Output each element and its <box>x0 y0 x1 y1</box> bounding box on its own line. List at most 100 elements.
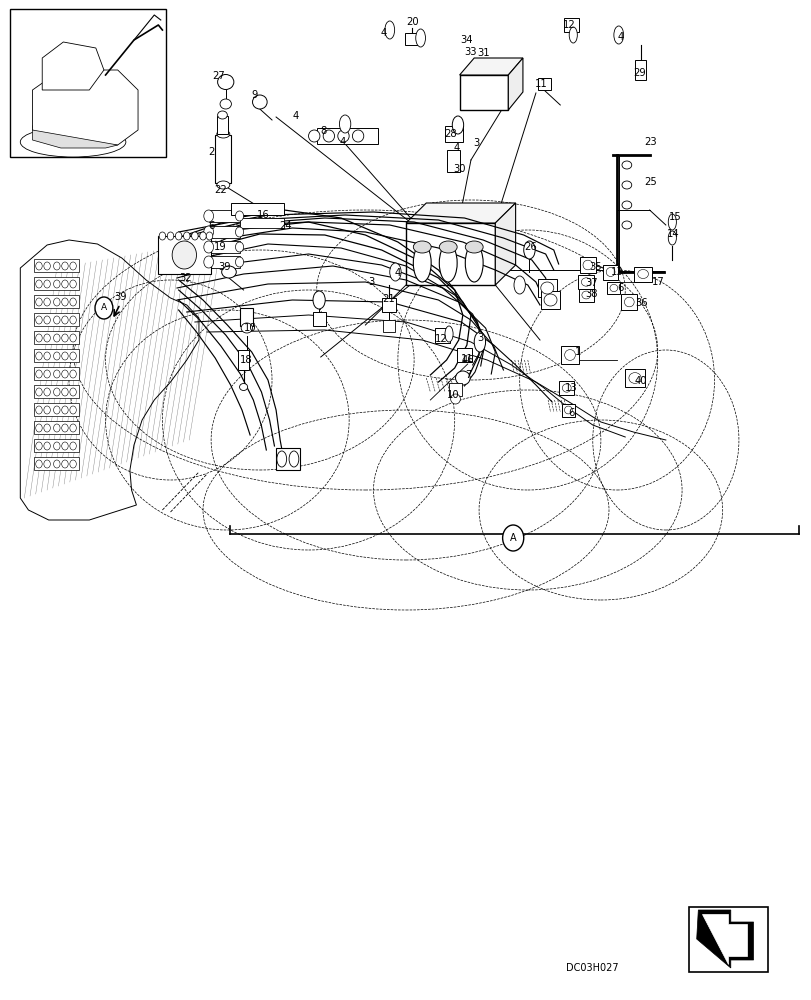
Text: 13: 13 <box>564 383 577 393</box>
Text: 34: 34 <box>459 35 472 45</box>
Ellipse shape <box>217 75 234 90</box>
Ellipse shape <box>450 394 460 404</box>
Ellipse shape <box>239 383 247 390</box>
Ellipse shape <box>439 241 457 253</box>
Ellipse shape <box>191 232 198 240</box>
Ellipse shape <box>44 298 50 306</box>
Ellipse shape <box>70 298 76 306</box>
Bar <box>34 367 79 380</box>
Bar <box>405 33 419 45</box>
Bar <box>231 203 284 215</box>
Text: 12: 12 <box>562 20 575 30</box>
Text: 12: 12 <box>435 334 448 344</box>
Ellipse shape <box>562 384 570 392</box>
Ellipse shape <box>235 242 243 252</box>
Ellipse shape <box>32 117 114 137</box>
Ellipse shape <box>62 370 68 378</box>
Ellipse shape <box>452 116 463 134</box>
Bar <box>34 295 79 308</box>
Ellipse shape <box>204 256 213 268</box>
Ellipse shape <box>308 130 320 142</box>
Bar <box>215 135 231 183</box>
Ellipse shape <box>606 267 614 276</box>
Ellipse shape <box>62 406 68 414</box>
Circle shape <box>95 297 113 319</box>
Ellipse shape <box>439 244 457 282</box>
Ellipse shape <box>621 221 631 229</box>
Bar <box>603 264 617 279</box>
Ellipse shape <box>667 231 676 245</box>
Ellipse shape <box>413 241 431 253</box>
Text: 30: 30 <box>453 164 466 174</box>
Ellipse shape <box>564 406 572 414</box>
Ellipse shape <box>569 27 577 43</box>
Ellipse shape <box>54 388 60 396</box>
Bar <box>537 279 556 297</box>
Ellipse shape <box>44 280 50 288</box>
Ellipse shape <box>221 266 236 278</box>
Ellipse shape <box>36 262 42 270</box>
Ellipse shape <box>62 280 68 288</box>
Ellipse shape <box>204 210 213 222</box>
Bar <box>10 9 166 157</box>
Text: 6: 6 <box>616 283 623 293</box>
Ellipse shape <box>543 294 556 306</box>
Ellipse shape <box>167 232 174 240</box>
Ellipse shape <box>415 29 425 47</box>
Ellipse shape <box>624 297 633 307</box>
Ellipse shape <box>36 316 42 324</box>
Text: 6: 6 <box>208 221 215 231</box>
Ellipse shape <box>44 370 50 378</box>
Bar <box>312 312 325 326</box>
Ellipse shape <box>352 130 363 142</box>
Ellipse shape <box>36 424 42 432</box>
Ellipse shape <box>62 262 68 270</box>
Ellipse shape <box>384 21 394 39</box>
Ellipse shape <box>581 278 590 286</box>
Bar <box>240 308 253 326</box>
Text: 46: 46 <box>461 355 474 365</box>
Text: 38: 38 <box>584 289 597 299</box>
Ellipse shape <box>444 326 453 342</box>
Ellipse shape <box>465 244 483 282</box>
Ellipse shape <box>54 298 60 306</box>
Ellipse shape <box>54 352 60 360</box>
Bar <box>634 60 646 80</box>
Ellipse shape <box>206 232 212 240</box>
Bar <box>435 328 449 343</box>
Ellipse shape <box>217 181 230 189</box>
Text: 8: 8 <box>320 126 327 136</box>
Bar <box>688 907 767 972</box>
Text: 9: 9 <box>251 90 258 100</box>
Ellipse shape <box>637 269 648 278</box>
Polygon shape <box>32 70 138 145</box>
Ellipse shape <box>313 291 324 309</box>
Ellipse shape <box>54 370 60 378</box>
Text: 31: 31 <box>477 48 490 58</box>
Text: 17: 17 <box>651 277 664 287</box>
Ellipse shape <box>54 460 60 468</box>
Bar <box>633 266 651 282</box>
Polygon shape <box>32 130 118 148</box>
Ellipse shape <box>252 95 267 109</box>
Bar <box>158 236 211 274</box>
Ellipse shape <box>621 181 631 189</box>
Ellipse shape <box>44 262 50 270</box>
Ellipse shape <box>54 442 60 450</box>
Ellipse shape <box>54 424 60 432</box>
Ellipse shape <box>36 298 42 306</box>
Ellipse shape <box>54 316 60 324</box>
Text: 25: 25 <box>643 177 656 187</box>
Bar <box>561 403 574 416</box>
Text: 4: 4 <box>616 32 623 42</box>
Text: A: A <box>101 304 107 312</box>
Polygon shape <box>696 910 753 968</box>
Ellipse shape <box>289 451 298 467</box>
Text: 27: 27 <box>212 71 225 81</box>
Bar <box>217 116 228 134</box>
Text: 28: 28 <box>444 129 457 139</box>
Ellipse shape <box>465 241 483 253</box>
Bar <box>444 126 462 142</box>
Ellipse shape <box>241 323 252 333</box>
Bar <box>34 421 79 434</box>
